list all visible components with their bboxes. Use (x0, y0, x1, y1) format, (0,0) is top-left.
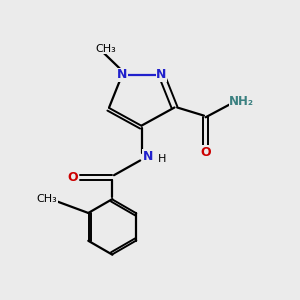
Text: CH₃: CH₃ (95, 44, 116, 54)
Text: CH₃: CH₃ (37, 194, 57, 204)
Text: H: H (158, 154, 166, 164)
Text: O: O (200, 146, 211, 159)
Text: O: O (68, 171, 78, 184)
Text: N: N (142, 150, 153, 163)
Text: NH₂: NH₂ (229, 95, 254, 108)
Text: N: N (156, 68, 167, 81)
Text: N: N (117, 68, 128, 81)
